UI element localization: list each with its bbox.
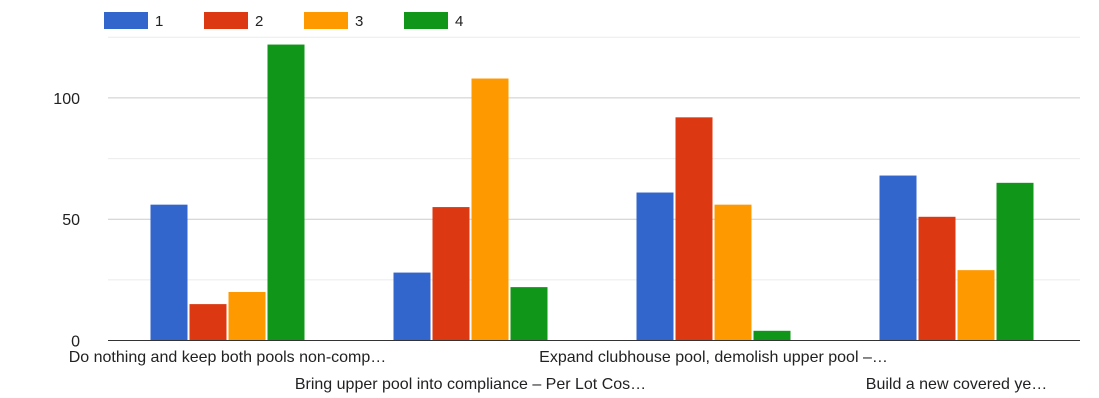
x-category-label: Bring upper pool into compliance – Per L… — [295, 376, 646, 393]
legend-label-4[interactable]: 4 — [455, 13, 463, 30]
x-category-label: Build a new covered ye… — [866, 376, 1047, 393]
legend-swatch-2[interactable] — [204, 12, 248, 29]
bar-series-4-cat-2[interactable] — [510, 287, 548, 341]
legend-swatch-1[interactable] — [104, 12, 148, 29]
x-category-label: Do nothing and keep both pools non-comp… — [69, 349, 387, 366]
bar-series-1-cat-3[interactable] — [636, 192, 674, 341]
bar-series-1-cat-4[interactable] — [879, 175, 917, 341]
bars — [150, 44, 1034, 341]
bar-series-4-cat-3[interactable] — [753, 330, 791, 341]
bar-series-2-cat-1[interactable] — [189, 304, 227, 341]
bar-series-4-cat-1[interactable] — [267, 44, 305, 341]
bar-series-3-cat-1[interactable] — [228, 291, 266, 341]
bar-series-2-cat-4[interactable] — [918, 216, 956, 341]
y-tick-label: 0 — [71, 334, 80, 351]
bar-series-4-cat-4[interactable] — [996, 182, 1034, 341]
x-axis-categories: Do nothing and keep both pools non-comp…… — [69, 349, 1047, 393]
y-axis-ticks: 0 50 100 — [53, 91, 80, 351]
legend-label-1[interactable]: 1 — [155, 13, 163, 30]
bar-series-2-cat-2[interactable] — [432, 207, 470, 341]
bar-series-1-cat-1[interactable] — [150, 204, 188, 341]
legend-label-2[interactable]: 2 — [255, 13, 263, 30]
bar-series-2-cat-3[interactable] — [675, 117, 713, 341]
y-tick-label: 50 — [62, 212, 80, 229]
legend[interactable]: 1 2 3 4 — [104, 12, 463, 30]
bar-series-3-cat-2[interactable] — [471, 78, 509, 341]
x-category-label: Expand clubhouse pool, demolish upper po… — [539, 349, 888, 366]
bar-series-1-cat-2[interactable] — [393, 272, 431, 341]
y-tick-label: 100 — [53, 91, 80, 108]
legend-swatch-4[interactable] — [404, 12, 448, 29]
legend-swatch-3[interactable] — [304, 12, 348, 29]
legend-label-3[interactable]: 3 — [355, 13, 363, 30]
bar-series-3-cat-3[interactable] — [714, 204, 752, 341]
bar-series-3-cat-4[interactable] — [957, 270, 995, 341]
